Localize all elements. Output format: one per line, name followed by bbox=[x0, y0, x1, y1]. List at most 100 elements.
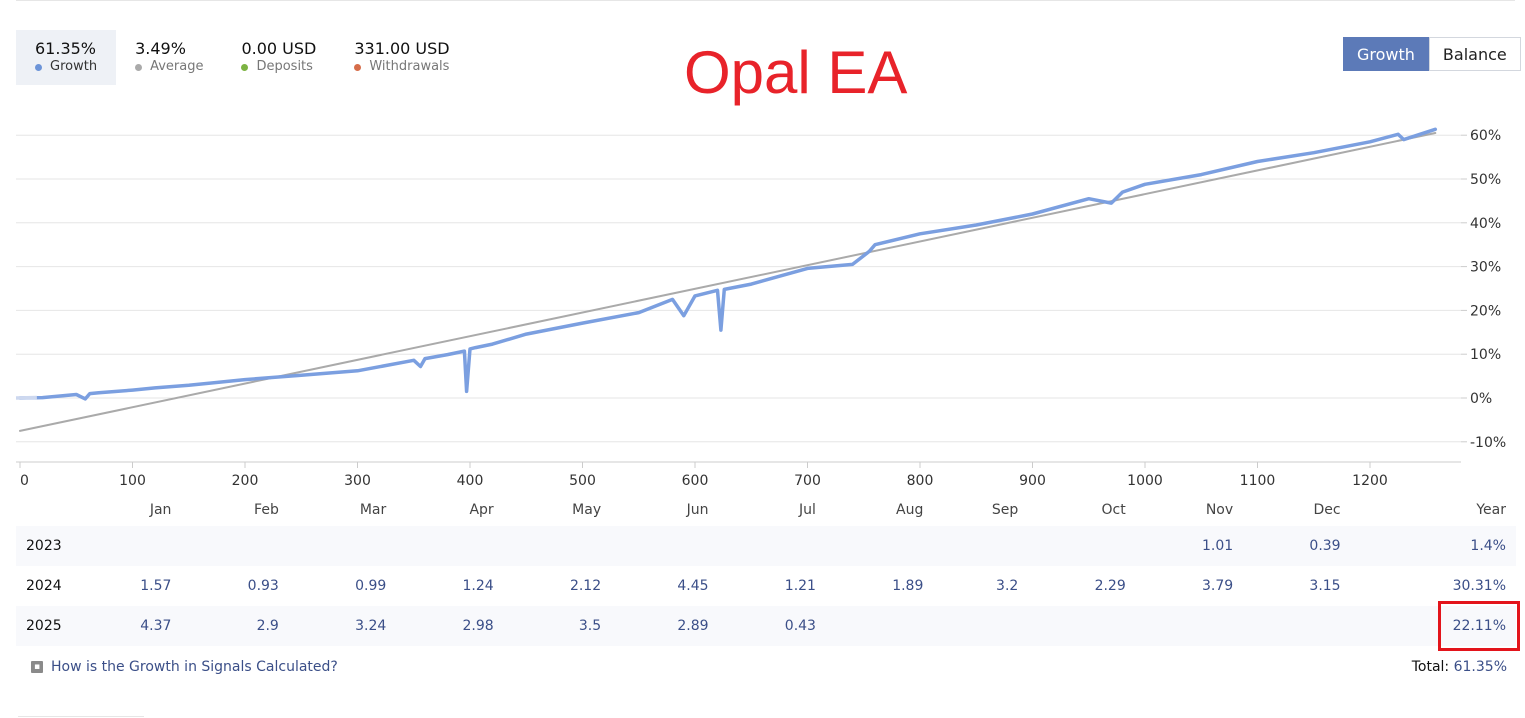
stat-value: 61.35% bbox=[35, 39, 97, 58]
month-value: 0.39 bbox=[1243, 526, 1351, 566]
month-header: Dec bbox=[1313, 502, 1341, 518]
y-tick-label: 30% bbox=[1470, 260, 1501, 276]
x-tick-label: 1000 bbox=[1127, 473, 1163, 489]
month-value: 3.79 bbox=[1201, 578, 1234, 594]
y-tick-label: 0% bbox=[1470, 391, 1492, 407]
month-value bbox=[396, 526, 504, 566]
month-header: Feb bbox=[254, 502, 279, 518]
total-label: Total: bbox=[1411, 659, 1450, 675]
month-header: Apr bbox=[469, 502, 494, 518]
y-tick-label: 50% bbox=[1470, 172, 1501, 188]
month-header: Jun bbox=[686, 502, 709, 518]
table-row: 2023 1.01 0.39 1.4% bbox=[16, 526, 1516, 566]
month-value bbox=[181, 526, 289, 566]
y-tick-label: 10% bbox=[1470, 347, 1501, 363]
top-divider bbox=[16, 0, 1515, 1]
month-value bbox=[933, 606, 1029, 646]
month-value bbox=[718, 526, 826, 566]
month-header: Aug bbox=[896, 502, 924, 518]
month-value: 0.43 bbox=[718, 606, 826, 646]
month-value: 1.89 bbox=[892, 578, 924, 594]
legend-dot-icon bbox=[354, 63, 362, 71]
month-header: May bbox=[572, 502, 602, 518]
help-link-text[interactable]: How is the Growth in Signals Calculated? bbox=[51, 659, 338, 675]
month-value: 0.99 bbox=[355, 578, 387, 594]
table-row: 2024 1.57 0.93 0.99 1.24 2.12 4.45 1.21 … bbox=[16, 566, 1516, 606]
growth-toggle-button[interactable]: Growth bbox=[1343, 37, 1429, 71]
year-total: 1.4% bbox=[1350, 526, 1516, 566]
month-value: 3.2 bbox=[996, 578, 1019, 594]
month-value bbox=[825, 526, 934, 566]
stat-value: 3.49% bbox=[135, 39, 186, 58]
month-header: Oct bbox=[1101, 502, 1126, 518]
month-value: 4.37 bbox=[74, 606, 182, 646]
book-icon: ▪ bbox=[31, 661, 43, 673]
x-tick-label: 500 bbox=[569, 473, 596, 489]
x-tick-label: 0 bbox=[20, 473, 29, 489]
stat-label: Deposits bbox=[256, 59, 313, 74]
x-tick-label: 900 bbox=[1019, 473, 1046, 489]
x-tick-label: 700 bbox=[794, 473, 821, 489]
month-value: 3.15 bbox=[1309, 578, 1341, 594]
bottom-divider bbox=[18, 716, 144, 717]
table-row: 2025 4.37 2.9 3.24 2.98 3.5 2.89 0.43 22… bbox=[16, 606, 1516, 646]
help-link[interactable]: ▪ How is the Growth in Signals Calculate… bbox=[31, 659, 338, 675]
x-axis: 0 100 200 300 400 500 600 700 800 900 1000 1100 1200 bbox=[19, 462, 1388, 489]
x-tick-label: 600 bbox=[682, 473, 709, 489]
year-col-header bbox=[16, 494, 74, 526]
month-value bbox=[1243, 606, 1351, 646]
y-tick-label: 40% bbox=[1470, 216, 1501, 232]
monthly-growth-table: Jan Feb Mar Apr May Jun Jul Aug Sep Oct … bbox=[16, 494, 1516, 646]
year-total: 30.31% bbox=[1452, 578, 1506, 594]
month-header: Jan bbox=[149, 502, 172, 518]
highlight-box bbox=[1438, 601, 1520, 651]
month-header: Mar bbox=[359, 502, 387, 518]
month-value bbox=[933, 526, 1029, 566]
x-tick-label: 1100 bbox=[1240, 473, 1276, 489]
stat-label: Withdrawals bbox=[369, 59, 450, 74]
month-value: 0.93 bbox=[247, 578, 279, 594]
month-value: 3.24 bbox=[288, 606, 397, 646]
month-header: Jul bbox=[799, 502, 816, 518]
month-value: 2.12 bbox=[569, 578, 602, 594]
month-value: 2.29 bbox=[1094, 578, 1126, 594]
total-growth: Total: 61.35% bbox=[1412, 659, 1507, 675]
month-value: 2.98 bbox=[396, 606, 504, 646]
stat-label: Growth bbox=[50, 59, 98, 74]
year-cell: 2025 bbox=[16, 606, 74, 646]
month-header: Nov bbox=[1205, 502, 1234, 518]
stat-deposits[interactable]: 0.00 USD Deposits bbox=[222, 30, 335, 85]
balance-toggle-button[interactable]: Balance bbox=[1428, 37, 1521, 71]
month-value: 2.9 bbox=[181, 606, 289, 646]
year-cell: 2024 bbox=[26, 578, 62, 594]
month-value bbox=[1135, 606, 1244, 646]
legend-dot-icon bbox=[241, 63, 249, 71]
stat-value: 0.00 USD bbox=[241, 39, 317, 58]
month-value: 2.89 bbox=[611, 606, 719, 646]
month-value: 4.45 bbox=[677, 578, 709, 594]
month-value bbox=[611, 526, 719, 566]
watermark-text: Opal EA bbox=[684, 39, 908, 106]
table-header-row: Jan Feb Mar Apr May Jun Jul Aug Sep Oct … bbox=[16, 494, 1516, 526]
stat-average[interactable]: 3.49% Average bbox=[116, 30, 222, 85]
stat-growth[interactable]: 61.35% Growth bbox=[16, 30, 117, 85]
total-value: 61.35% bbox=[1453, 659, 1507, 675]
growth-chart: 0 100 200 300 400 500 600 700 800 900 1000 1100 1200… bbox=[15, 127, 1506, 489]
year-total: 22.11% bbox=[1350, 606, 1516, 646]
month-value: 1.21 bbox=[784, 578, 816, 594]
month-value: 1.57 bbox=[140, 578, 172, 594]
x-tick-label: 300 bbox=[344, 473, 371, 489]
y-tick-label: 60% bbox=[1470, 128, 1501, 144]
y-axis: 60% 50% 40% 30% 20% 10% 0% -10% bbox=[1461, 128, 1506, 451]
x-tick-label: 200 bbox=[232, 473, 259, 489]
stat-withdrawals[interactable]: 331.00 USD Withdrawals bbox=[335, 30, 468, 85]
legend-dot-icon bbox=[135, 63, 143, 71]
legend-dot-icon bbox=[35, 63, 42, 71]
view-toggle: Growth Balance bbox=[1343, 37, 1521, 71]
stat-value: 331.00 USD bbox=[354, 39, 450, 58]
chart-series bbox=[15, 127, 1438, 432]
year-total-header: Year bbox=[1476, 502, 1506, 518]
month-value bbox=[74, 526, 182, 566]
y-tick-label: -10% bbox=[1470, 435, 1506, 451]
month-header: Sep bbox=[991, 502, 1019, 518]
